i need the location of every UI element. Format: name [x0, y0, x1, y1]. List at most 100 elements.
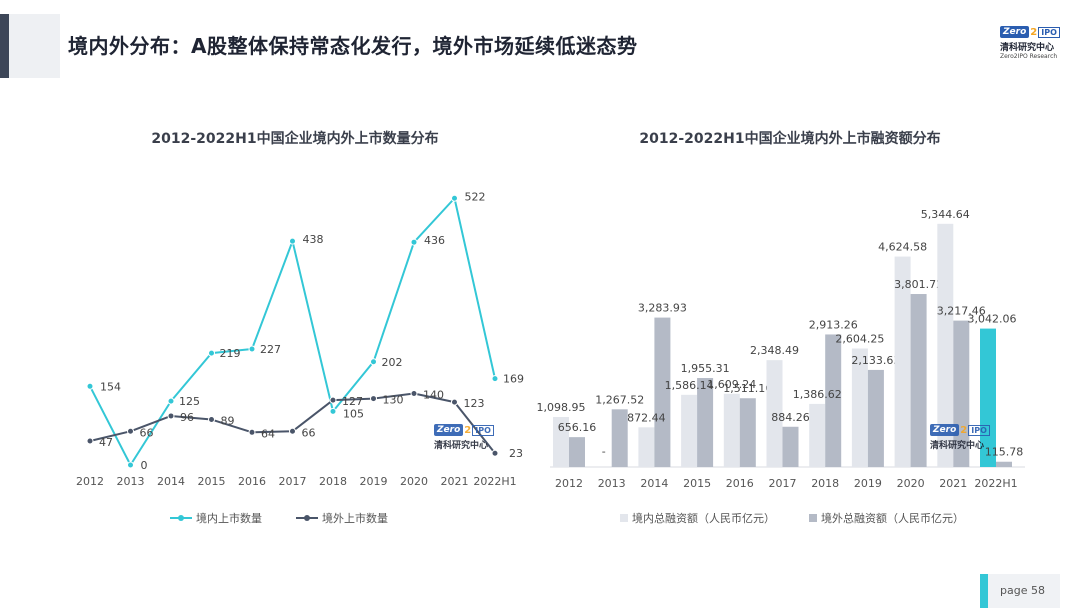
data-point — [127, 427, 134, 435]
x-tick-label: 2017 — [769, 477, 797, 490]
bar-domestic — [980, 328, 996, 467]
data-point — [491, 375, 499, 383]
data-label: 5,344.64 — [921, 208, 970, 221]
data-label: 127 — [342, 395, 363, 408]
bar-overseas — [697, 378, 714, 467]
data-point — [329, 407, 337, 415]
page-title: 境内外分布：A股整体保持常态化发行，境外市场延续低迷态势 — [68, 34, 638, 58]
data-label: 89 — [221, 415, 235, 428]
bar-domestic — [809, 403, 826, 467]
watermark-name-cn: 清科研究中心 — [434, 441, 489, 451]
x-tick-label: 2020 — [400, 475, 428, 488]
legend-line-icon — [296, 515, 318, 521]
bar-domestic — [937, 223, 954, 467]
data-point — [167, 397, 175, 405]
data-label: 2,913.26 — [809, 318, 858, 331]
data-label: 1,955.31 — [681, 362, 730, 375]
data-label: 436 — [424, 234, 445, 247]
data-label: 1,098.95 — [537, 401, 586, 414]
data-point — [370, 358, 377, 366]
bar-domestic — [894, 256, 911, 467]
watermark-name-cn: 清科研究中心 — [930, 441, 985, 451]
data-label: 66 — [140, 426, 154, 439]
data-point — [167, 412, 175, 420]
logo-ipo: IPO — [1038, 26, 1060, 38]
data-label: 47 — [99, 436, 113, 449]
x-tick-label: 2016 — [726, 477, 754, 490]
legend-label: 境外上市数量 — [322, 512, 388, 525]
data-label: 872.44 — [627, 411, 666, 424]
x-tick-label: 2017 — [279, 475, 307, 488]
x-tick-label: 2021 — [441, 475, 469, 488]
data-point — [491, 449, 499, 457]
legend-swatch-icon — [620, 514, 628, 522]
data-label: 2,133.63 — [851, 354, 900, 367]
data-label: 3,283.93 — [638, 302, 687, 315]
data-label: 66 — [302, 426, 316, 439]
bar-domestic — [766, 360, 783, 467]
data-point — [451, 194, 458, 202]
bar-overseas — [611, 409, 628, 467]
logo-two: 2 — [1030, 26, 1038, 38]
x-tick-label: 2022H1 — [974, 477, 1017, 490]
data-point — [329, 396, 337, 404]
legend-label: 境内上市数量 — [196, 512, 262, 525]
x-tick-label: 2013 — [598, 477, 626, 490]
watermark-zero: Zero — [434, 424, 464, 436]
bar-domestic — [851, 348, 868, 467]
data-point — [86, 382, 94, 390]
left-chart-legend: 境内上市数量 境外上市数量 — [170, 510, 422, 526]
data-label: 130 — [383, 394, 404, 407]
bar-overseas — [910, 294, 927, 467]
right-chart-legend: 境内总融资额（人民币亿元） 境外总融资额（人民币亿元） — [620, 510, 998, 526]
x-tick-label: 2018 — [319, 475, 347, 488]
x-tick-label: 2020 — [897, 477, 925, 490]
bar-overseas — [996, 461, 1012, 467]
left-chart-title: 2012-2022H1中国企业境内外上市数量分布 — [151, 131, 439, 147]
watermark-mark: Zero 2 IPO — [930, 424, 990, 436]
data-label: 1,386.62 — [793, 388, 842, 401]
x-tick-label: 2015 — [683, 477, 711, 490]
zero2ipo-logo: Zero 2 IPO 清科研究中心 Zero2IPO Research — [1000, 26, 1060, 68]
x-tick-label: 2015 — [198, 475, 226, 488]
x-tick-label: 2012 — [555, 477, 583, 490]
bar-overseas — [654, 317, 671, 467]
data-point — [248, 345, 256, 353]
watermark-zero: Zero — [930, 424, 960, 436]
legend-item-domestic-count: 境内上市数量 — [170, 510, 262, 526]
data-label: 4,624.58 — [878, 241, 927, 254]
logo-zero: Zero — [1000, 26, 1030, 38]
data-label: 522 — [465, 190, 486, 203]
watermark-two: 2 — [960, 424, 968, 436]
bar-domestic — [681, 394, 698, 467]
header-accent-bar — [0, 14, 9, 78]
data-label: 2,604.25 — [835, 333, 884, 346]
data-point — [208, 349, 215, 357]
legend-item-overseas-amount: 境外总融资额（人民币亿元） — [809, 510, 964, 526]
data-label: 0 — [141, 459, 148, 472]
legend-label: 境内总融资额（人民币亿元） — [632, 512, 775, 525]
data-label: - — [602, 445, 606, 458]
data-label: 1,586.14 — [665, 379, 714, 392]
logo-mark: Zero 2 IPO — [1000, 26, 1060, 38]
x-tick-label: 2018 — [811, 477, 839, 490]
legend-swatch-icon — [809, 514, 817, 522]
bar-overseas — [867, 369, 884, 467]
data-label: 3,217.46 — [937, 305, 986, 318]
data-label: 884.26 — [771, 411, 810, 424]
data-label: 1,609.24 — [707, 378, 756, 391]
legend-item-domestic-amount: 境内总融资额（人民币亿元） — [620, 510, 775, 526]
data-label: 140 — [423, 388, 444, 401]
data-label: 219 — [220, 347, 241, 360]
data-label: 1,267.52 — [595, 393, 644, 406]
data-label: 115.78 — [985, 446, 1024, 459]
bar-domestic — [723, 393, 740, 467]
bar-domestic — [638, 427, 655, 467]
data-point — [289, 427, 296, 435]
data-label: 3,042.06 — [968, 313, 1017, 326]
data-label: 227 — [260, 343, 281, 356]
data-label: 438 — [303, 233, 324, 246]
data-point — [410, 238, 418, 246]
data-point — [451, 398, 458, 406]
